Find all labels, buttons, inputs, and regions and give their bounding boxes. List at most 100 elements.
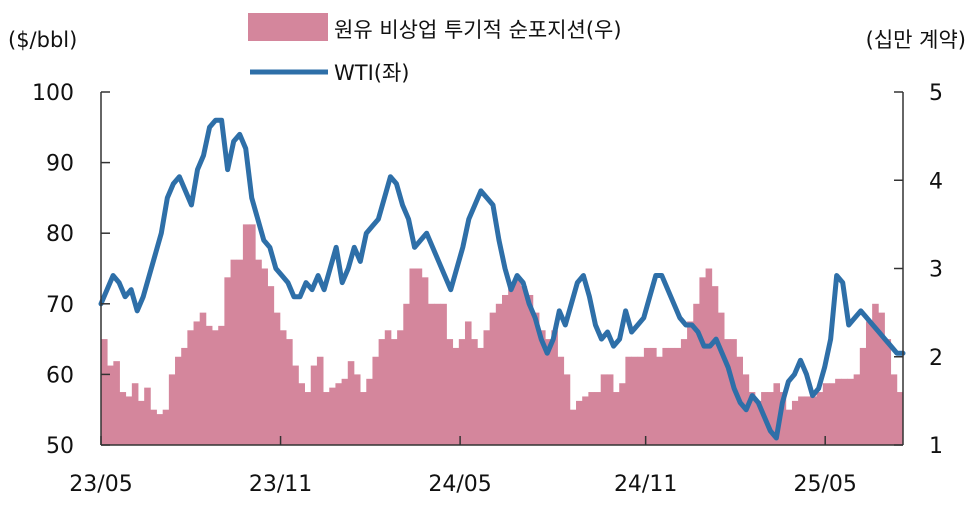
bar-87 bbox=[637, 356, 645, 445]
bar-128 bbox=[890, 374, 898, 445]
line-series bbox=[98, 117, 906, 441]
bar-27 bbox=[267, 286, 275, 445]
bar-95 bbox=[687, 321, 694, 445]
bar-25 bbox=[255, 259, 262, 445]
bar-76 bbox=[569, 409, 577, 445]
bar-74 bbox=[557, 356, 565, 445]
bar-118 bbox=[828, 383, 836, 445]
legend-swatch-bar bbox=[248, 13, 328, 41]
x-axis: 23/05 23/11 24/05 24/11 25/05 bbox=[69, 436, 857, 497]
bar-49 bbox=[403, 303, 410, 445]
bar-6 bbox=[138, 400, 145, 446]
bar-59 bbox=[464, 321, 472, 445]
bar-79 bbox=[588, 392, 595, 445]
bar-80 bbox=[594, 392, 602, 445]
left-y-axis: 50 60 70 80 90 100 bbox=[32, 81, 110, 459]
bar-70 bbox=[532, 312, 540, 446]
legend-label-bar: 원유 비상업 투기적 순포지션(우) bbox=[334, 18, 622, 42]
x-tick-label: 23/05 bbox=[69, 472, 132, 497]
bar-114 bbox=[804, 396, 811, 445]
wti-line bbox=[98, 117, 906, 441]
bar-series bbox=[101, 224, 904, 446]
bar-124 bbox=[865, 321, 873, 445]
bar-120 bbox=[841, 378, 848, 445]
bar-84 bbox=[619, 383, 626, 445]
bar-57 bbox=[452, 347, 460, 445]
bar-14 bbox=[187, 330, 194, 445]
bar-26 bbox=[261, 268, 268, 445]
bar-53 bbox=[427, 303, 435, 445]
right-y-axis: 1 2 3 4 5 bbox=[894, 81, 943, 459]
bar-18 bbox=[212, 330, 219, 445]
bar-22 bbox=[236, 259, 244, 445]
bar-48 bbox=[397, 330, 404, 445]
bar-32 bbox=[298, 383, 305, 445]
bar-121 bbox=[847, 378, 855, 445]
bar-81 bbox=[600, 374, 608, 445]
bar-69 bbox=[526, 294, 534, 445]
bar-37 bbox=[329, 387, 336, 445]
bar-28 bbox=[273, 312, 281, 446]
bar-34 bbox=[310, 365, 318, 445]
bar-11 bbox=[168, 374, 176, 445]
bar-64 bbox=[495, 303, 503, 445]
right-tick-label: 3 bbox=[929, 258, 943, 283]
bar-93 bbox=[674, 347, 682, 445]
bar-119 bbox=[835, 378, 842, 445]
bar-113 bbox=[798, 396, 805, 445]
bar-98 bbox=[705, 268, 713, 445]
bar-23 bbox=[242, 224, 250, 446]
bar-1 bbox=[107, 365, 114, 445]
left-tick-label: 70 bbox=[46, 293, 74, 318]
right-tick-label: 5 bbox=[929, 81, 943, 106]
bar-8 bbox=[150, 409, 157, 445]
bar-111 bbox=[785, 409, 793, 445]
bar-90 bbox=[656, 356, 663, 445]
bar-97 bbox=[699, 277, 706, 445]
bar-72 bbox=[545, 339, 552, 445]
left-axis-unit: ($/bbl) bbox=[8, 28, 77, 52]
bar-110 bbox=[779, 392, 787, 445]
right-axis-unit: (십만 계약) bbox=[866, 28, 966, 52]
bar-3 bbox=[119, 392, 127, 445]
x-tick-label: 25/05 bbox=[793, 472, 856, 497]
bar-94 bbox=[680, 339, 688, 445]
bar-88 bbox=[643, 347, 651, 445]
bar-5 bbox=[131, 383, 139, 445]
bar-96 bbox=[693, 303, 700, 445]
x-tick-label: 23/11 bbox=[249, 472, 312, 497]
bar-82 bbox=[606, 374, 614, 445]
left-tick-label: 60 bbox=[46, 363, 74, 388]
bar-61 bbox=[477, 347, 484, 445]
bar-16 bbox=[199, 312, 207, 446]
bar-116 bbox=[816, 392, 824, 445]
bar-42 bbox=[360, 392, 367, 445]
bar-2 bbox=[113, 361, 120, 445]
bar-44 bbox=[372, 356, 380, 445]
bar-123 bbox=[859, 347, 867, 445]
bar-39 bbox=[341, 378, 349, 445]
bar-52 bbox=[421, 277, 429, 445]
bar-99 bbox=[711, 286, 719, 445]
bar-45 bbox=[378, 339, 386, 445]
bar-83 bbox=[613, 392, 620, 445]
bar-108 bbox=[767, 392, 774, 445]
bar-7 bbox=[144, 387, 151, 445]
right-tick-label: 2 bbox=[929, 346, 943, 371]
bar-68 bbox=[520, 286, 528, 445]
bar-129 bbox=[896, 392, 904, 445]
bar-58 bbox=[458, 339, 466, 445]
bar-91 bbox=[662, 347, 669, 445]
bar-35 bbox=[316, 356, 324, 445]
bar-127 bbox=[884, 339, 892, 445]
bar-47 bbox=[390, 339, 398, 445]
bar-66 bbox=[508, 286, 515, 445]
bar-12 bbox=[175, 356, 182, 445]
bar-40 bbox=[347, 361, 355, 445]
bar-13 bbox=[181, 347, 188, 445]
bar-0 bbox=[101, 339, 108, 445]
bar-30 bbox=[286, 339, 293, 445]
x-tick-label: 24/11 bbox=[614, 472, 677, 497]
bar-67 bbox=[514, 277, 521, 445]
